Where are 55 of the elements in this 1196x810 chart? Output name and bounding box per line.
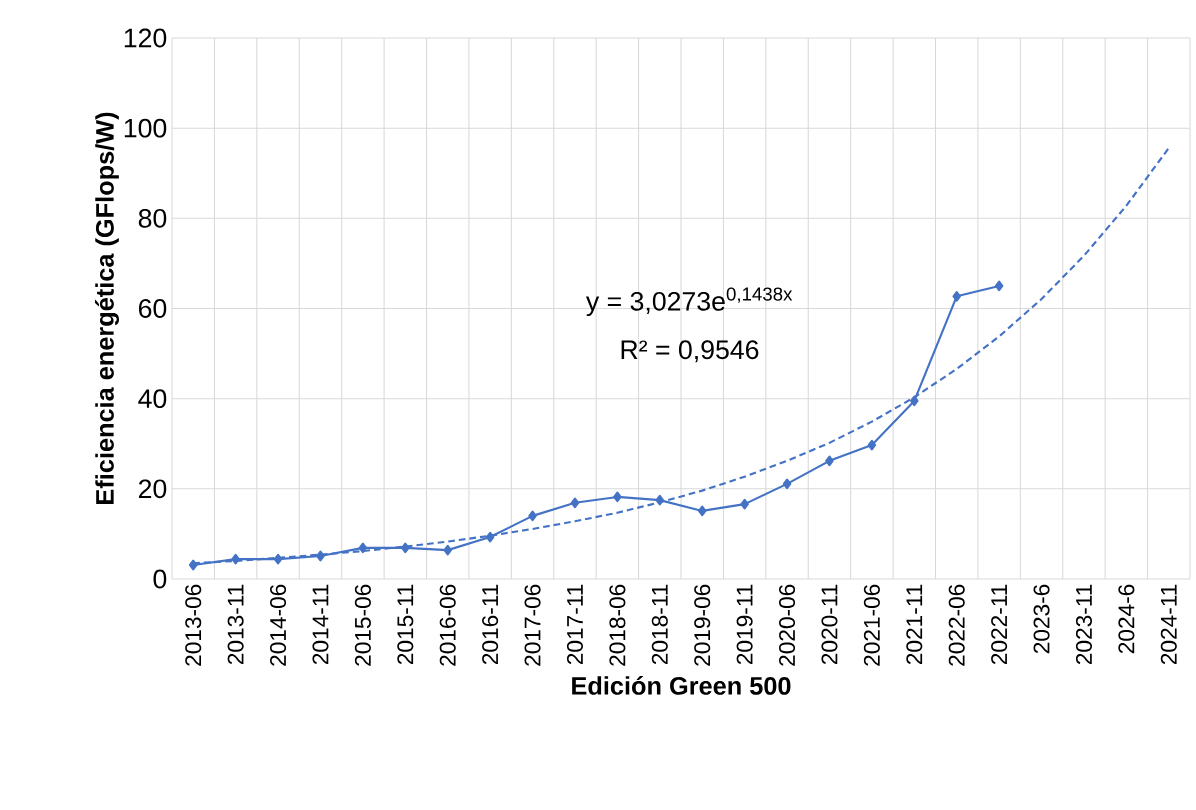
x-tick-label: 2016-11 xyxy=(482,584,499,665)
x-tick-label: 2017-06 xyxy=(524,584,541,666)
point xyxy=(485,531,495,543)
y-tick-label: 80 xyxy=(138,208,167,228)
point xyxy=(782,478,792,490)
point xyxy=(952,290,961,302)
point xyxy=(613,491,622,503)
point xyxy=(316,550,325,562)
x-tick-label: 2021-06 xyxy=(863,584,880,666)
x-tick-label: 2024-11 xyxy=(1160,584,1177,665)
point xyxy=(655,494,665,506)
point xyxy=(740,498,749,510)
annotation: R² = 0,9546 xyxy=(621,340,759,363)
x-tick-label: 2022-11 xyxy=(991,584,1008,665)
y-tick-label: 0 xyxy=(153,569,167,589)
x-tick-label: 2023-6 xyxy=(1033,584,1050,654)
y-tick-label: 100 xyxy=(124,118,167,138)
point xyxy=(528,510,537,522)
point xyxy=(994,280,1004,292)
x-tick-label: 2022-06 xyxy=(948,584,965,666)
y-tick-label: 120 xyxy=(124,28,167,48)
x-tick-label: 2024-6 xyxy=(1118,584,1135,654)
x-tick-label: 2013-11 xyxy=(227,584,244,665)
point xyxy=(188,559,198,571)
x-tick-label: 2013-06 xyxy=(185,584,202,666)
point xyxy=(401,542,410,554)
y-axis-title: Eficiencia energética (GFlops/W) xyxy=(95,112,119,504)
x-tick-label: 2019-06 xyxy=(694,584,711,666)
x-tick-label: 2016-06 xyxy=(439,584,456,666)
y-tick-label: 40 xyxy=(138,389,167,409)
point xyxy=(358,542,368,554)
point xyxy=(910,395,919,407)
x-tick-label: 2023-11 xyxy=(1075,584,1092,665)
x-tick-label: 2019-11 xyxy=(736,584,753,665)
point xyxy=(867,439,877,451)
point xyxy=(825,455,834,467)
point xyxy=(443,544,452,556)
x-axis-title: Edición Green 500 xyxy=(572,676,791,695)
point xyxy=(570,497,580,509)
annotation: y = 3,0273e$^{0,1438x}$ xyxy=(585,287,793,317)
x-tick-label: 2014-06 xyxy=(270,584,287,666)
x-tick-label: 2021-11 xyxy=(906,584,923,665)
x-tick-label: 2017-11 xyxy=(566,584,583,665)
x-tick-label: 2020-06 xyxy=(779,584,796,666)
x-tick-label: 2015-06 xyxy=(354,584,371,666)
x-tick-label: 2020-11 xyxy=(821,584,838,665)
point xyxy=(231,553,240,565)
y-tick-label: 60 xyxy=(139,299,167,318)
point xyxy=(273,553,283,565)
x-tick-label: 2014-11 xyxy=(312,584,329,665)
y-tick-label: 20 xyxy=(138,479,167,499)
point xyxy=(697,505,707,517)
x-tick-label: 2018-06 xyxy=(609,584,626,666)
x-tick-label: 2018-11 xyxy=(651,584,668,665)
x-tick-label: 2015-11 xyxy=(397,584,414,665)
